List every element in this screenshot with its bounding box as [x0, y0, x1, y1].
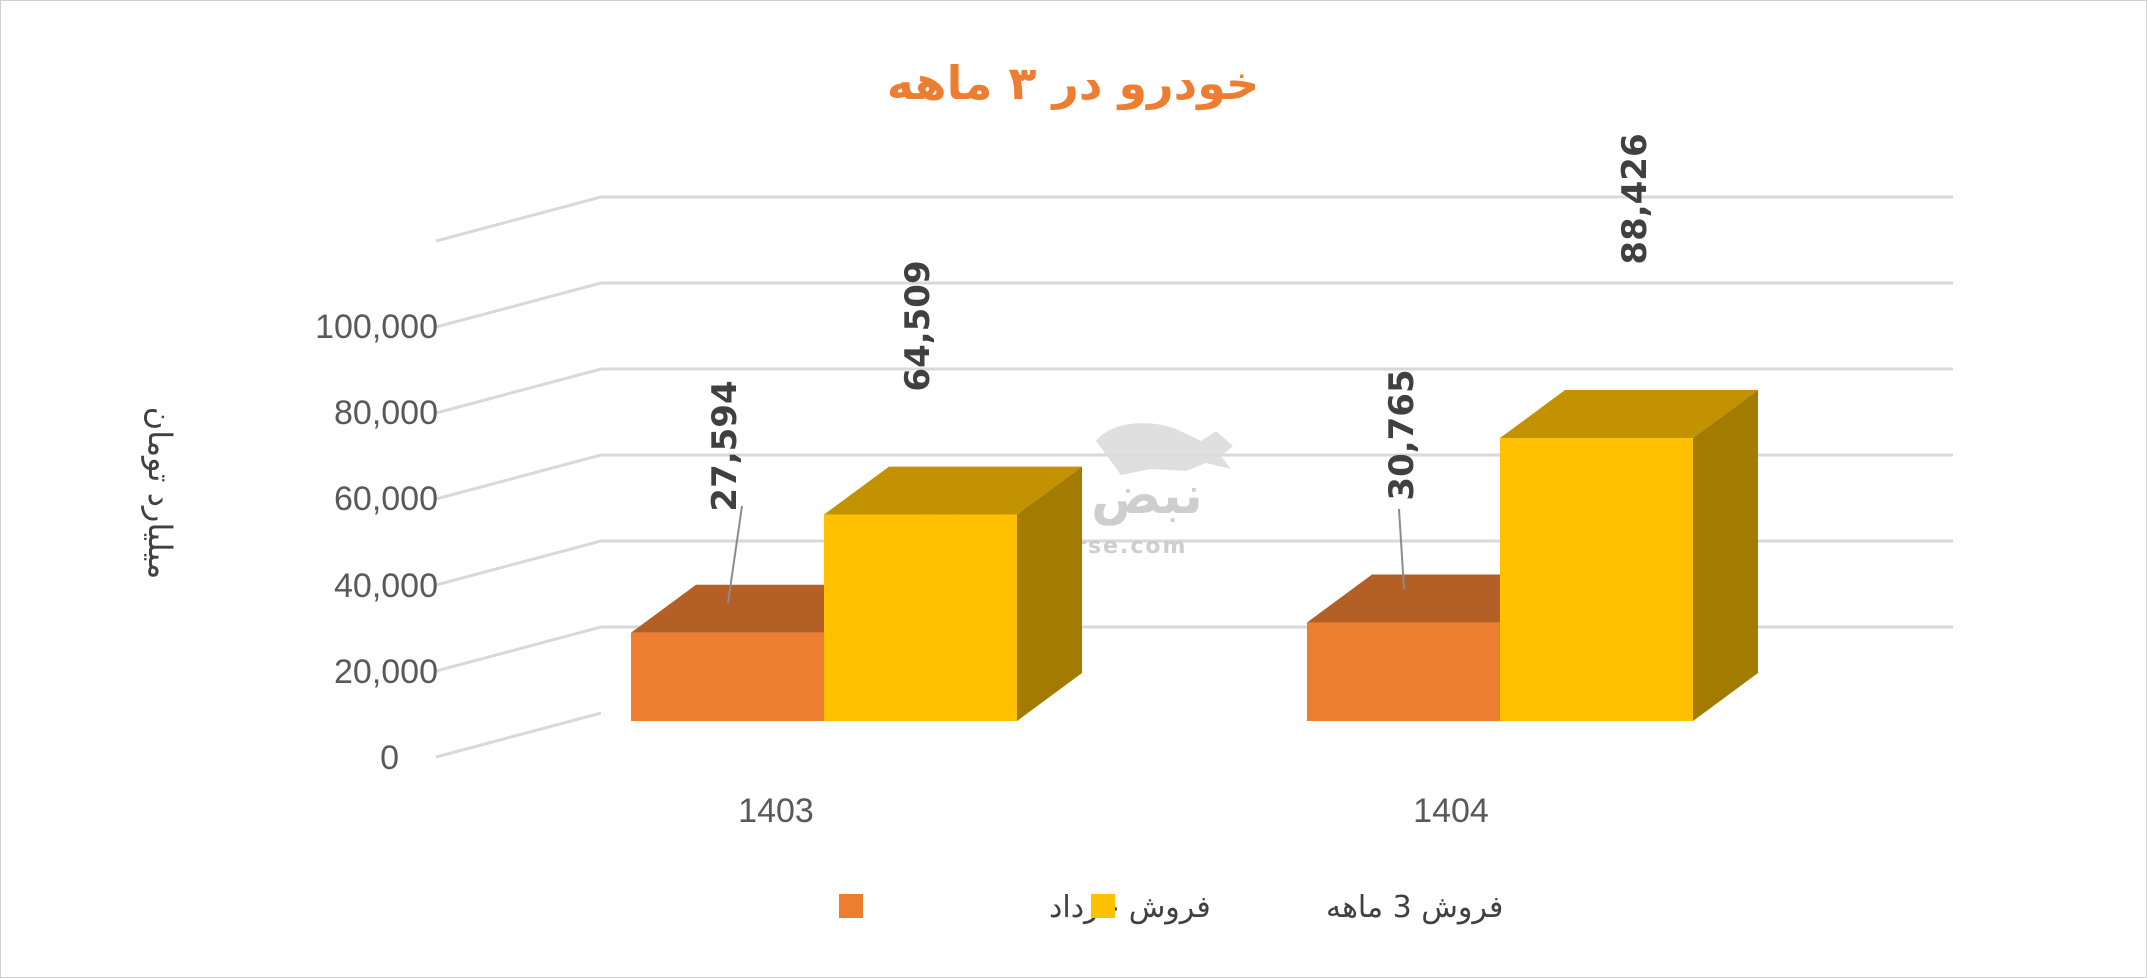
gridline-diagonal	[435, 539, 602, 587]
data-label: 30,765	[1382, 369, 1422, 500]
y-tick-label: 0	[380, 739, 399, 777]
bar-front-face	[1500, 438, 1693, 721]
data-label: 88,426	[1615, 133, 1655, 264]
y-axis-title: میلیارد تومان	[141, 407, 179, 580]
y-tick-labels: 0 20,000 40,000 60,000 80,000 100,000	[315, 308, 438, 777]
leader-line	[727, 505, 743, 604]
legend-label: فروش خرداد	[1049, 890, 1211, 925]
data-label: 27,594	[705, 380, 745, 511]
bars-layer	[631, 390, 1758, 721]
data-label: 64,509	[898, 260, 938, 391]
bar-top-face	[824, 466, 1082, 515]
chart-title: خودرو در ۳ ماهه	[887, 56, 1259, 110]
bar-front-face	[824, 514, 1017, 721]
x-category-label: 1403	[738, 792, 814, 830]
bull-logo-icon	[1096, 423, 1233, 475]
legend-swatch	[839, 894, 863, 918]
x-category-label: 1404	[1413, 792, 1489, 830]
y-tick-label: 80,000	[334, 394, 438, 432]
y-tick-label: 100,000	[315, 308, 438, 346]
leader-line	[1398, 508, 1405, 590]
gridline-diagonal	[435, 281, 602, 329]
legend: فروش خرداد فروش 3 ماهه	[839, 890, 1503, 925]
bar-side-face	[1693, 390, 1758, 721]
bar-front-face	[631, 632, 824, 721]
gridline-diagonal	[435, 453, 602, 501]
gridline-diagonal	[435, 625, 602, 673]
y-tick-label: 60,000	[334, 480, 438, 518]
y-tick-label: 20,000	[334, 653, 438, 691]
bar-1403-series-1	[824, 466, 1082, 721]
bar-1404-series-1	[1500, 390, 1758, 721]
legend-label: فروش 3 ماهه	[1326, 890, 1503, 925]
gridline-diagonal	[435, 711, 602, 759]
bar-front-face	[1307, 622, 1500, 721]
bar-top-face	[1500, 390, 1758, 439]
gridline-diagonal	[435, 195, 602, 243]
legend-swatch	[1091, 894, 1115, 918]
y-tick-label: 40,000	[334, 567, 438, 605]
bar-side-face	[1017, 466, 1082, 721]
data-labels: 27,594 30,765 64,509 88,426	[705, 133, 1655, 511]
gridline-diagonal	[435, 367, 602, 415]
